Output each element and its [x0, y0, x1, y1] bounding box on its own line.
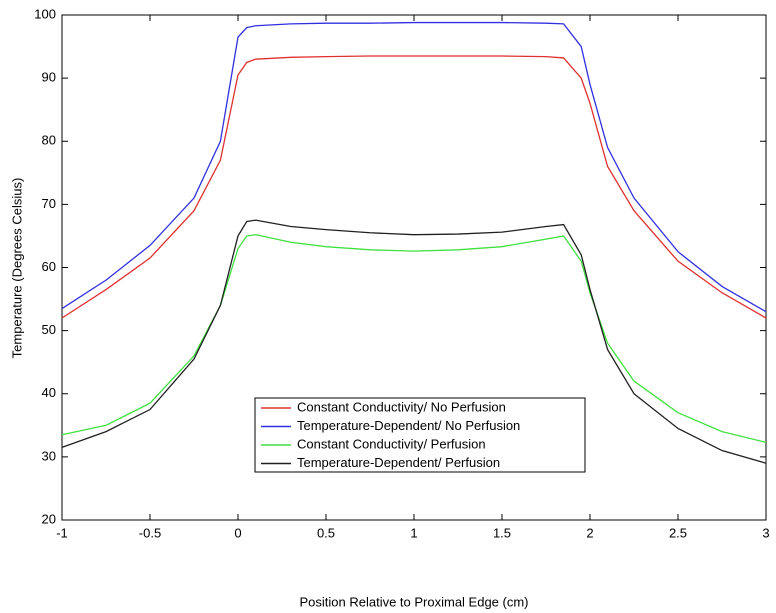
- x-tick-label: -1: [56, 525, 68, 540]
- y-tick-label: 20: [42, 511, 56, 526]
- y-tick-label: 70: [42, 196, 56, 211]
- y-tick-label: 40: [42, 385, 56, 400]
- series-line: [61, 55, 767, 319]
- x-axis-label: Position Relative to Proximal Edge (cm): [299, 594, 528, 609]
- y-tick-label: 100: [34, 6, 56, 21]
- x-tick-label: 2.5: [669, 525, 687, 540]
- series-line: [61, 21, 767, 313]
- x-tick-label: -0.5: [139, 525, 161, 540]
- y-axis-label: Temperature (Degrees Celsius): [9, 178, 24, 359]
- y-tick-label: 90: [42, 70, 56, 85]
- x-tick-label: 1: [410, 525, 417, 540]
- legend-label: Temperature-Dependent/ Perfusion: [297, 455, 500, 470]
- y-tick-label: 50: [42, 322, 56, 337]
- y-tick-label: 80: [42, 133, 56, 148]
- x-tick-label: 1.5: [493, 525, 511, 540]
- legend-box: [254, 397, 586, 473]
- x-tick-label: 0: [234, 525, 241, 540]
- y-tick-label: 60: [42, 259, 56, 274]
- x-tick-label: 2: [586, 525, 593, 540]
- legend-label: Constant Conductivity/ Perfusion: [297, 436, 486, 451]
- legend-label: Temperature-Dependent/ No Perfusion: [297, 418, 520, 433]
- series-line: [61, 219, 767, 464]
- y-tick-label: 30: [42, 448, 56, 463]
- legend-label: Constant Conductivity/ No Perfusion: [297, 399, 506, 414]
- x-tick-label: 0.5: [317, 525, 335, 540]
- x-tick-label: 3: [762, 525, 769, 540]
